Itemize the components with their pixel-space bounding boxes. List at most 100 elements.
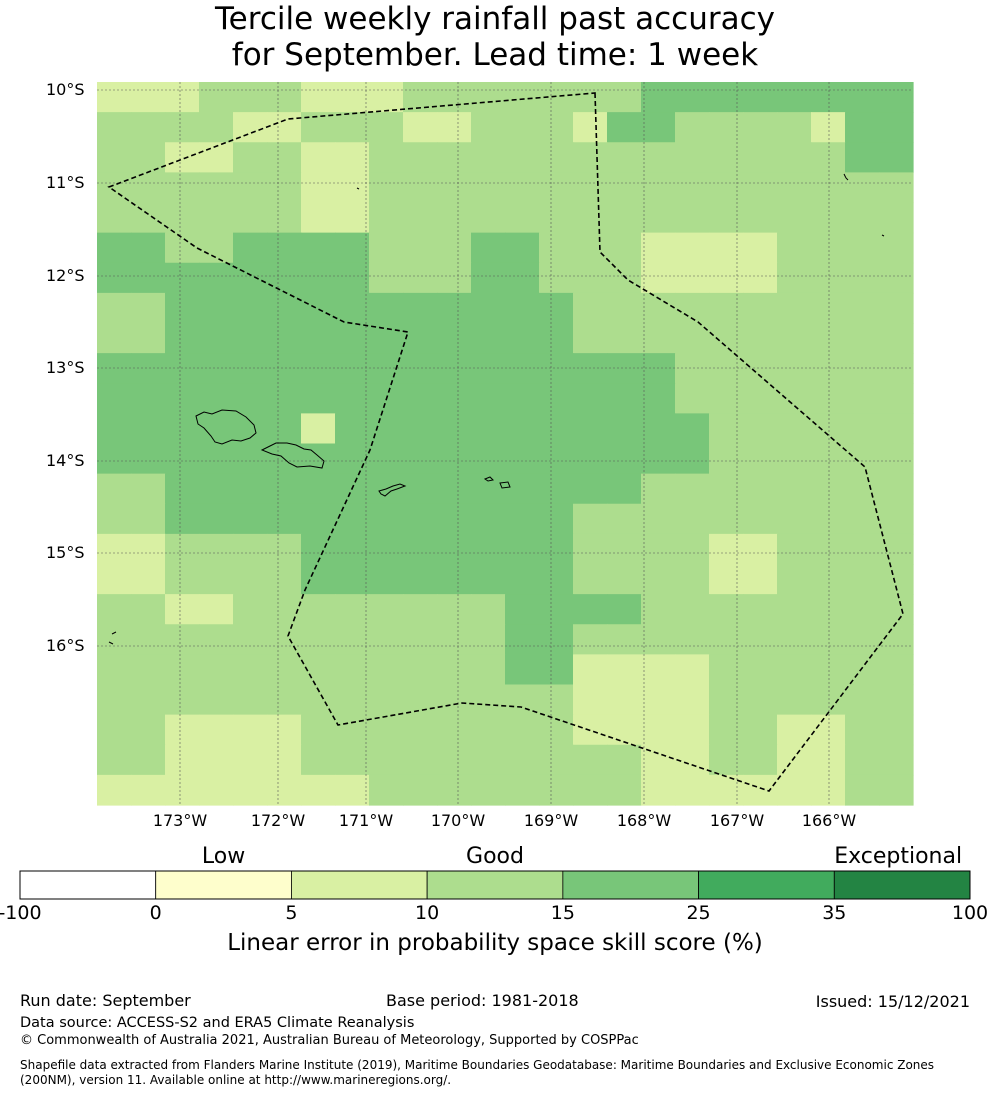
grid-cell bbox=[233, 262, 268, 294]
grid-cell bbox=[267, 142, 302, 173]
grid-cell bbox=[879, 112, 914, 143]
grid-cell bbox=[267, 82, 302, 113]
grid-cell bbox=[267, 564, 302, 595]
grid-cell bbox=[777, 533, 812, 565]
grid-cell bbox=[437, 292, 472, 324]
grid-cell bbox=[709, 112, 744, 143]
grid-cell bbox=[267, 262, 302, 294]
island-tutuila bbox=[378, 483, 407, 497]
grid-cell bbox=[777, 413, 812, 445]
grid-cell bbox=[573, 202, 608, 234]
grid-cell bbox=[675, 413, 710, 445]
grid-cell bbox=[505, 443, 540, 475]
grid-cell bbox=[335, 142, 370, 173]
grid-cell bbox=[233, 624, 268, 655]
grid-cell bbox=[471, 202, 506, 234]
latitude-label: 14°S bbox=[46, 451, 85, 470]
grid-cell bbox=[743, 202, 778, 234]
grid-cell bbox=[199, 383, 234, 414]
grid-cell bbox=[709, 232, 744, 264]
longitude-label: 172°W bbox=[250, 811, 306, 830]
grid-cell bbox=[641, 323, 676, 354]
grid-cell bbox=[641, 232, 676, 264]
grid-cell bbox=[403, 383, 438, 414]
grid-cell bbox=[811, 112, 846, 143]
latitude-label: 13°S bbox=[46, 358, 85, 377]
grid-cell bbox=[675, 112, 710, 143]
grid-cell bbox=[607, 172, 642, 204]
grid-cell bbox=[607, 292, 642, 324]
grid-cell bbox=[403, 473, 438, 505]
grid-cell bbox=[131, 413, 166, 445]
grid-cell bbox=[505, 142, 540, 173]
grid-cell bbox=[777, 82, 812, 113]
grid-cell bbox=[301, 594, 336, 625]
grid-cell bbox=[811, 503, 846, 535]
grid-cell bbox=[879, 292, 914, 324]
grid-cell bbox=[301, 624, 336, 655]
longitude-label: 171°W bbox=[338, 811, 394, 830]
grid-cell bbox=[97, 503, 132, 535]
grid-cell bbox=[879, 262, 914, 294]
grid-cell bbox=[743, 473, 778, 505]
grid-cell bbox=[403, 262, 438, 294]
grid-cell bbox=[199, 744, 234, 776]
grid-cell bbox=[165, 774, 200, 806]
grid-cell bbox=[369, 112, 404, 143]
grid-cell bbox=[267, 353, 302, 384]
longitude-label: 166°W bbox=[801, 811, 857, 830]
grid-cell bbox=[777, 112, 812, 143]
grid-cell bbox=[403, 774, 438, 806]
colorbar-frame bbox=[19, 870, 971, 900]
grid-cell bbox=[607, 744, 642, 776]
grid-cell bbox=[811, 714, 846, 746]
grid-cell bbox=[335, 594, 370, 625]
grid-cell bbox=[165, 202, 200, 234]
grid-cell bbox=[369, 503, 404, 535]
grid-cell bbox=[607, 112, 642, 143]
grid-cell bbox=[539, 774, 574, 806]
grid-cell bbox=[845, 624, 880, 655]
grid-cell bbox=[301, 564, 336, 595]
grid-cell bbox=[471, 654, 506, 686]
grid-cell bbox=[131, 292, 166, 324]
grid-cell bbox=[743, 82, 778, 113]
grid-cell bbox=[131, 654, 166, 686]
grid-cell bbox=[301, 774, 336, 806]
grid-cell bbox=[879, 142, 914, 173]
grid-cell bbox=[573, 383, 608, 414]
grid-cell bbox=[505, 292, 540, 324]
grid-cell bbox=[607, 774, 642, 806]
grid-cell bbox=[709, 292, 744, 324]
grid-cell bbox=[437, 262, 472, 294]
grid-cell bbox=[845, 443, 880, 475]
grid-cell bbox=[301, 82, 336, 113]
grid-cell bbox=[675, 232, 710, 264]
grid-cell bbox=[471, 714, 506, 746]
grid-cell bbox=[505, 594, 540, 625]
grid-cell bbox=[607, 714, 642, 746]
grid-cell bbox=[403, 654, 438, 686]
grid-cell bbox=[403, 503, 438, 535]
grid-cell bbox=[233, 594, 268, 625]
grid-cell bbox=[641, 564, 676, 595]
grid-cell bbox=[505, 624, 540, 655]
grid-cell bbox=[267, 292, 302, 324]
grid-cell bbox=[811, 172, 846, 204]
grid-cell bbox=[437, 172, 472, 204]
grid-cell bbox=[233, 443, 268, 475]
grid-cell bbox=[335, 262, 370, 294]
grid-cell bbox=[97, 323, 132, 354]
grid-cell bbox=[845, 292, 880, 324]
grid-cell bbox=[675, 473, 710, 505]
grid-cell bbox=[879, 533, 914, 565]
grid-cell bbox=[573, 142, 608, 173]
grid-cell bbox=[811, 473, 846, 505]
grid-cell bbox=[539, 473, 574, 505]
longitude-label: 170°W bbox=[430, 811, 486, 830]
grid-cell bbox=[879, 473, 914, 505]
grid-cell bbox=[505, 82, 540, 113]
islet-a bbox=[356, 187, 360, 190]
grid-cell bbox=[335, 744, 370, 776]
grid-cell bbox=[811, 443, 846, 475]
